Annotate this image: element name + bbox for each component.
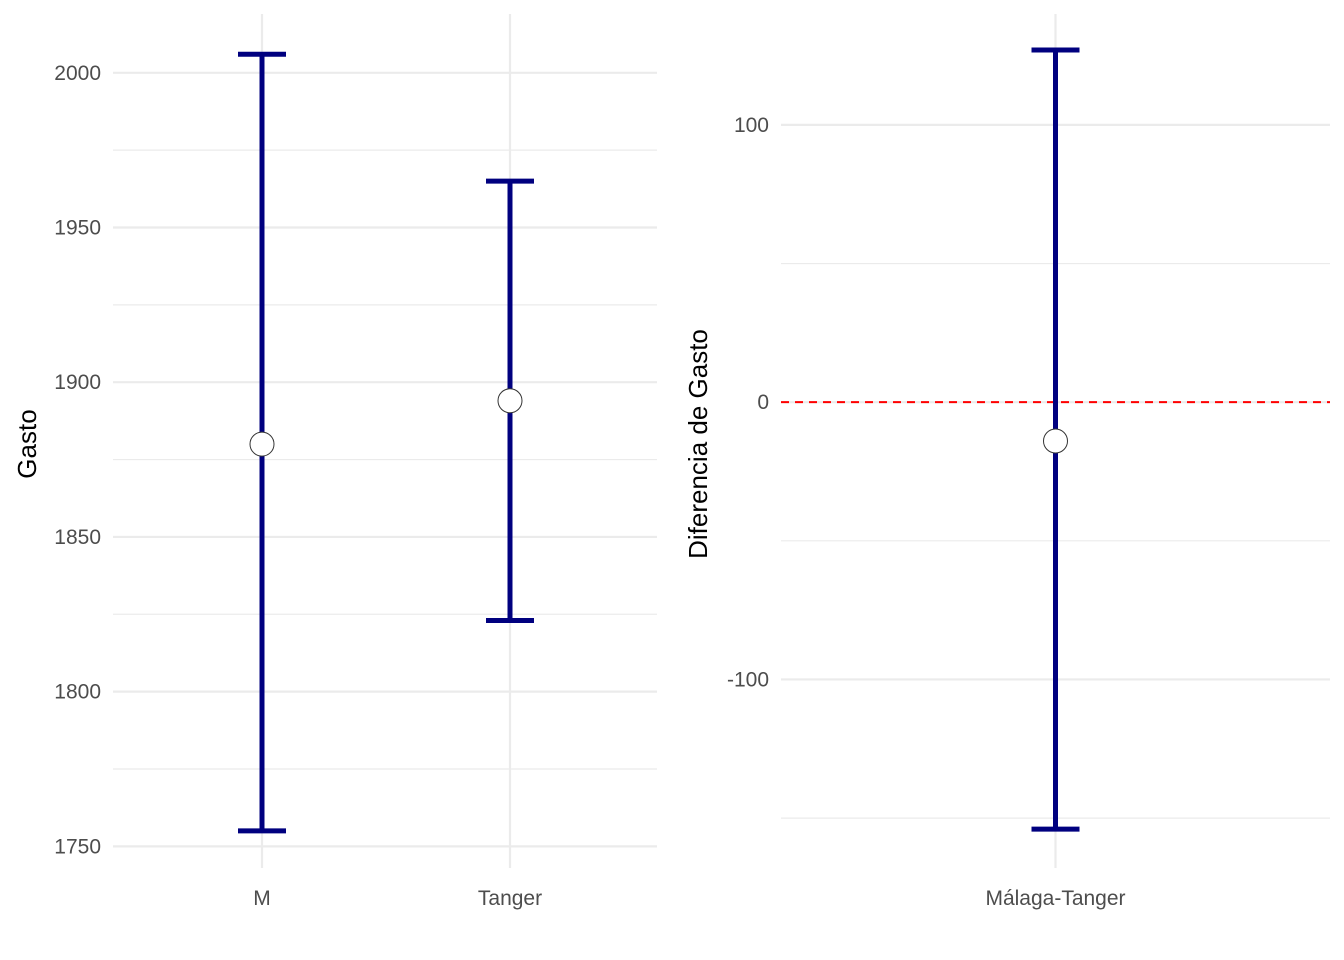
estimate-point (249, 431, 275, 457)
right-y-tick-label: 100 (734, 114, 769, 137)
estimate-point (1043, 428, 1068, 454)
left-grid (113, 14, 657, 868)
left-y-axis-title: Gasto (12, 409, 42, 478)
left-x-tick-label: Tanger (478, 887, 542, 910)
right-panel: -100 0 100 Málaga-Tanger Diferencia de Gasto (683, 14, 1330, 910)
left-y-tick-label: 1900 (54, 371, 101, 394)
left-y-tick-label: 1850 (54, 526, 101, 549)
left-y-tick-label: 1800 (54, 681, 101, 704)
left-errorbar (238, 51, 286, 834)
right-x-tick-label: Málaga-Tanger (985, 887, 1125, 910)
right-y-tick-label: -100 (727, 668, 769, 691)
right-y-axis-title: Diferencia de Gasto (683, 329, 713, 559)
left-errorbar (486, 178, 534, 623)
right-y-tick-label: 0 (757, 391, 769, 414)
left-x-tick-label: M (253, 887, 271, 910)
left-y-tick-label: 1750 (54, 835, 101, 858)
left-y-tick-label: 1950 (54, 217, 101, 240)
estimate-point (497, 388, 523, 414)
right-errorbar (1031, 47, 1080, 832)
left-panel: 1750 1800 1850 1900 1950 2000 M Tanger Gasto (12, 14, 657, 910)
left-y-tick-label: 2000 (54, 62, 101, 85)
